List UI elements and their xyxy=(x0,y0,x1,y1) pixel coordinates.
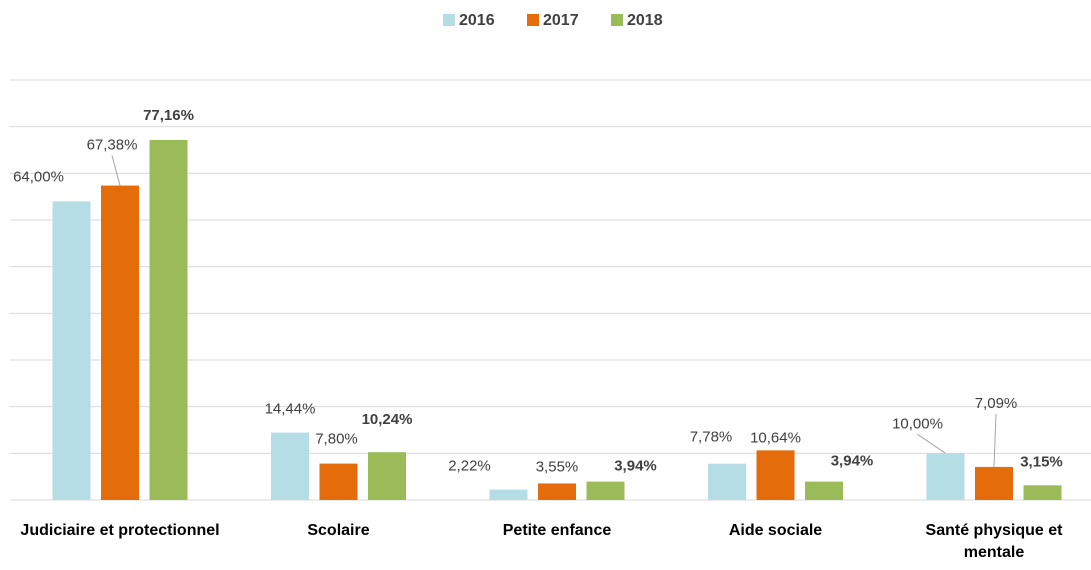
bar xyxy=(708,463,746,500)
data-label: 67,38% xyxy=(87,137,138,154)
bar xyxy=(586,481,625,500)
data-label: 2,22% xyxy=(448,458,491,475)
bar xyxy=(756,450,795,500)
data-label: 14,44% xyxy=(265,401,316,418)
x-tick-label: Judiciaire et protectionnel xyxy=(20,522,220,539)
x-tick-label: Petite enfance xyxy=(502,522,612,539)
legend-label: 2016 xyxy=(459,12,495,29)
data-label: 3,94% xyxy=(831,453,874,470)
data-label: 7,78% xyxy=(690,429,733,446)
bar xyxy=(489,489,528,500)
data-label: 64,00% xyxy=(13,168,64,185)
bar xyxy=(805,481,843,500)
x-tick-label: Aide sociale xyxy=(728,522,823,539)
bar xyxy=(149,139,188,501)
data-label: 3,15% xyxy=(1020,453,1063,470)
legend-label: 2018 xyxy=(627,12,663,29)
bar xyxy=(975,466,1013,500)
x-tick-label: Santé physique et mentale xyxy=(925,522,1063,561)
data-label: 3,94% xyxy=(614,458,657,475)
legend-swatch xyxy=(443,14,455,26)
x-tick-label: Scolaire xyxy=(307,522,370,539)
data-label: 77,16% xyxy=(143,107,194,124)
data-label: 7,80% xyxy=(315,431,358,448)
legend-swatch xyxy=(611,14,623,26)
bar xyxy=(271,432,309,500)
leader-line xyxy=(111,155,121,186)
data-label: 7,09% xyxy=(975,395,1018,412)
legend-swatch xyxy=(527,14,539,26)
bar xyxy=(1023,485,1062,500)
data-label: 3,55% xyxy=(536,458,579,475)
legend-label: 2017 xyxy=(543,12,579,29)
bar xyxy=(52,201,91,501)
bar xyxy=(319,463,358,500)
bar xyxy=(101,185,139,500)
leader-line xyxy=(917,433,946,454)
bar xyxy=(368,452,406,500)
data-label: 10,00% xyxy=(892,415,943,432)
bar xyxy=(538,483,576,500)
leader-line xyxy=(993,413,997,467)
data-label: 10,64% xyxy=(750,429,801,446)
data-label: 10,24% xyxy=(362,411,413,428)
bar xyxy=(926,453,965,500)
